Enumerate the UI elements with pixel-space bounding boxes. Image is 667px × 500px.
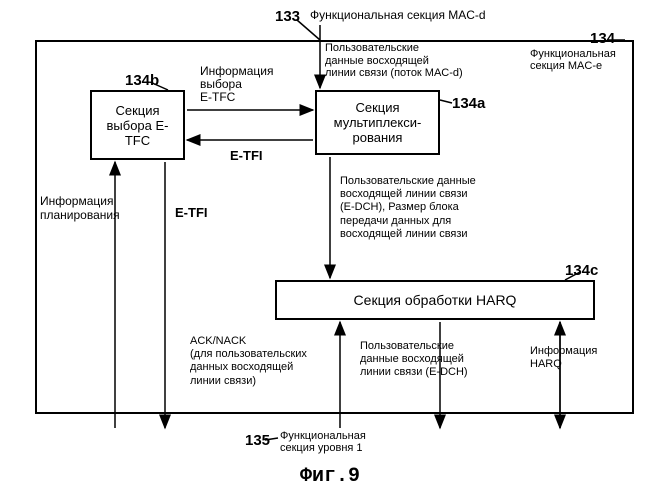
label-harq-down: Пользовательские данные восходящей линии… bbox=[360, 340, 468, 380]
node-harq-label: Секция обработки HARQ bbox=[354, 292, 517, 308]
node-harq: Секция обработки HARQ bbox=[275, 280, 595, 320]
ref-134: 134 bbox=[590, 30, 615, 47]
figure-caption: Фиг.9 bbox=[300, 465, 360, 488]
label-ack-nack: ACK/NACK (для пользовательских данных во… bbox=[190, 335, 307, 388]
node-mux: Секция мультиплекси- рования bbox=[315, 90, 440, 155]
label-macd-flow: Пользовательские данные восходящей линии… bbox=[325, 42, 463, 80]
ref-135: 135 bbox=[245, 432, 270, 449]
label-sched-info: Информация планирования bbox=[40, 195, 120, 223]
label-mac-e: Функциональная секция MAC-e bbox=[530, 48, 616, 72]
label-level1: Функциональная секция уровня 1 bbox=[280, 430, 366, 454]
label-etfi-mid: E-TFI bbox=[230, 148, 263, 163]
label-etfc-info: Информация выбора E-TFC bbox=[200, 65, 273, 105]
label-etfi-down: E-TFI bbox=[175, 205, 208, 220]
node-etfc-label: Секция выбора E-TFC bbox=[96, 103, 179, 148]
label-mac-d: Функциональная секция MAC-d bbox=[310, 8, 486, 22]
node-mux-label: Секция мультиплекси- рования bbox=[321, 100, 434, 145]
label-harq-info: Информация HARQ bbox=[530, 345, 597, 371]
label-mux-to-harq: Пользовательские данные восходящей линии… bbox=[340, 175, 476, 241]
ref-134b: 134b bbox=[125, 72, 159, 89]
ref-134a: 134a bbox=[452, 95, 485, 112]
ref-133: 133 bbox=[275, 8, 300, 25]
node-etfc: Секция выбора E-TFC bbox=[90, 90, 185, 160]
ref-134c: 134c bbox=[565, 262, 598, 279]
